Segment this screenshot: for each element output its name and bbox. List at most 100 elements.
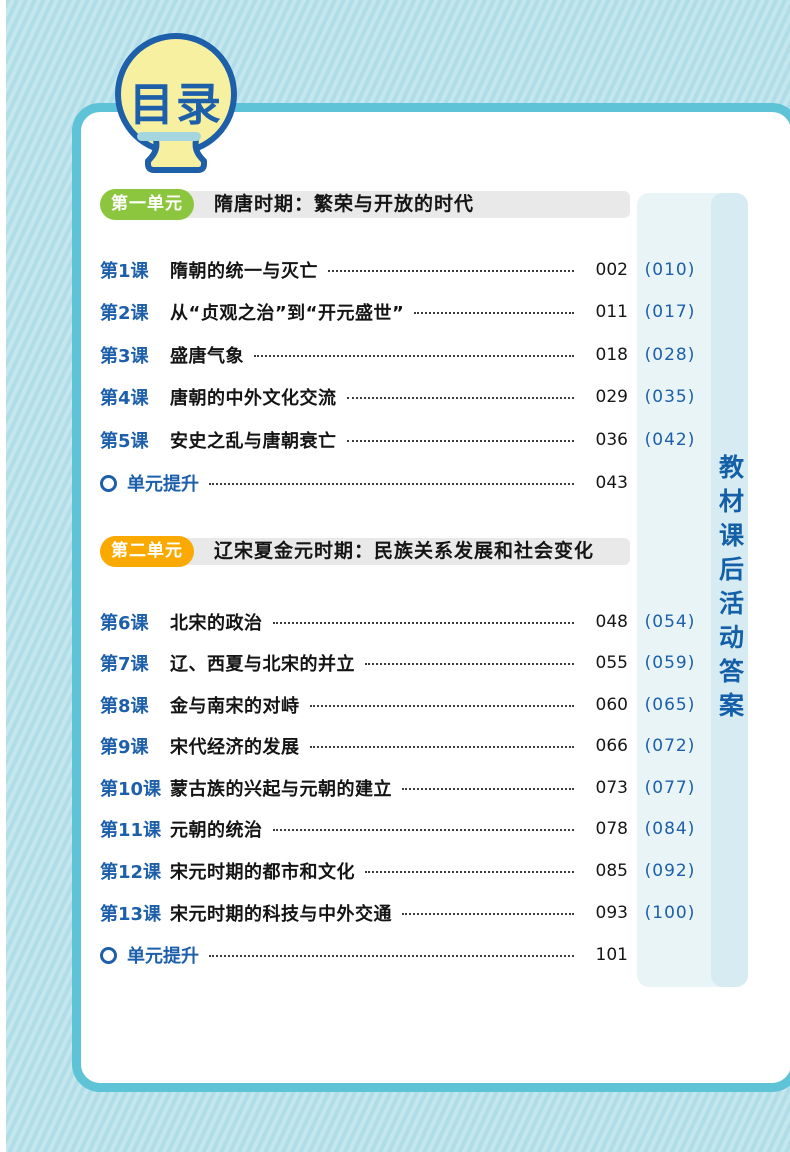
bulb-icon <box>115 33 237 173</box>
lesson-number: 第3课 <box>100 346 149 367</box>
lesson-row: 第6课 北宋的政治 048 (054) <box>100 609 712 635</box>
unit-title: 辽宋夏金元时期：民族关系发展和社会变化 <box>214 540 595 562</box>
answer-page-number: (042) <box>644 430 696 450</box>
answer-page-number: (065) <box>644 695 696 715</box>
vertical-answers-label: 教材课后活动答案 <box>715 454 745 726</box>
page-number: 066 <box>595 736 628 756</box>
page-number: 029 <box>595 387 628 407</box>
page-number: 093 <box>595 903 628 923</box>
lesson-row: 第11课 元朝的统治 078 (084) <box>100 816 712 842</box>
lesson-title: 宋元时期的都市和文化 <box>170 862 355 883</box>
page-title: 目录 <box>128 78 223 131</box>
lesson-row: 第3课 盛唐气象 018 (028) <box>100 342 712 368</box>
page-number: 060 <box>595 695 628 715</box>
answer-page-number: (054) <box>644 612 696 632</box>
ring-bullet-icon <box>100 946 117 964</box>
lesson-row: 第9课 宋代经济的发展 066 (072) <box>100 733 712 759</box>
unit-header: 隋唐时期：繁荣与开放的时代 第一单元 <box>100 189 630 220</box>
answer-page-number: (010) <box>644 260 696 280</box>
lesson-title: 元朝的统治 <box>170 820 263 841</box>
lesson-number: 第7课 <box>100 654 149 675</box>
lesson-title: 北宋的政治 <box>170 613 263 634</box>
lesson-title: 宋元时期的科技与中外交通 <box>170 904 392 925</box>
unit-title-bar: 隋唐时期：繁荣与开放的时代 <box>110 191 630 218</box>
lesson-title: 金与南宋的对峙 <box>170 696 300 717</box>
lesson-number: 第10课 <box>100 779 162 800</box>
unit-badge: 第二单元 <box>100 536 194 567</box>
dot-leader <box>402 913 574 915</box>
lesson-number: 第1课 <box>100 261 149 282</box>
lesson-row: 第5课 安史之乱与唐朝衰亡 036 (042) <box>100 427 712 453</box>
dot-leader <box>209 483 574 485</box>
page-number: 043 <box>595 473 628 493</box>
dot-leader <box>365 871 574 873</box>
lesson-row: 第10课 蒙古族的兴起与元朝的建立 073 (077) <box>100 775 712 801</box>
answers-strip: 教材课后活动答案 <box>637 193 748 987</box>
lesson-row: 第2课 从“贞观之治”到“开元盛世” 011 (017) <box>100 299 712 325</box>
page-number: 048 <box>595 612 628 632</box>
dot-leader <box>346 440 574 442</box>
dot-leader <box>346 397 574 399</box>
answer-page-number: (017) <box>644 302 696 322</box>
lesson-title: 隋朝的统一与灭亡 <box>170 261 318 282</box>
answer-page-number: (100) <box>644 903 696 923</box>
lesson-number: 第9课 <box>100 737 149 758</box>
page-number: 011 <box>595 302 628 322</box>
dot-leader <box>365 663 574 665</box>
lesson-row: 第4课 唐朝的中外文化交流 029 (035) <box>100 384 712 410</box>
lesson-number: 第12课 <box>100 862 162 883</box>
page-number: 085 <box>595 861 628 881</box>
unit-summary-row: 单元提升 043 <box>100 470 712 496</box>
unit-summary-label: 单元提升 <box>127 946 199 967</box>
lesson-row: 第13课 宋元时期的科技与中外交通 093 (100) <box>100 900 712 926</box>
page-number: 036 <box>595 430 628 450</box>
dot-leader <box>254 355 574 357</box>
lesson-title: 辽、西夏与北宋的并立 <box>170 654 355 675</box>
unit-summary-label: 单元提升 <box>127 474 199 495</box>
lesson-number: 第2课 <box>100 303 149 324</box>
dot-leader <box>309 746 574 748</box>
dot-leader <box>414 312 574 314</box>
answer-page-number: (092) <box>644 861 696 881</box>
answers-strip-dark: 教材课后活动答案 <box>711 193 748 987</box>
dot-leader <box>209 955 574 957</box>
unit-header: 辽宋夏金元时期：民族关系发展和社会变化 第二单元 <box>100 536 630 567</box>
unit-badge: 第一单元 <box>100 189 194 220</box>
lesson-row: 第12课 宋元时期的都市和文化 085 (092) <box>100 858 712 884</box>
answer-page-number: (077) <box>644 778 696 798</box>
unit-title-bar: 辽宋夏金元时期：民族关系发展和社会变化 <box>110 538 630 565</box>
ring-bullet-icon <box>100 474 117 492</box>
lesson-number: 第8课 <box>100 696 149 717</box>
dot-leader <box>272 829 574 831</box>
lesson-number: 第11课 <box>100 820 162 841</box>
lesson-title: 安史之乱与唐朝衰亡 <box>170 431 337 452</box>
lesson-row: 第7课 辽、西夏与北宋的并立 055 (059) <box>100 650 712 676</box>
lesson-title: 蒙古族的兴起与元朝的建立 <box>170 779 392 800</box>
answer-page-number: (035) <box>644 387 696 407</box>
page-number: 018 <box>595 345 628 365</box>
lesson-title: 盛唐气象 <box>170 346 244 367</box>
lesson-title: 从“贞观之治”到“开元盛世” <box>170 303 405 324</box>
page-number: 073 <box>595 778 628 798</box>
lesson-number: 第6课 <box>100 613 149 634</box>
page-number: 055 <box>595 653 628 673</box>
lesson-number: 第4课 <box>100 388 149 409</box>
page-number: 078 <box>595 819 628 839</box>
page-number: 101 <box>595 945 628 965</box>
answer-page-number: (059) <box>644 653 696 673</box>
dot-leader <box>272 622 574 624</box>
answer-page-number: (028) <box>644 345 696 365</box>
page-number: 002 <box>595 260 628 280</box>
unit-summary-row: 单元提升 101 <box>100 942 712 968</box>
dot-leader <box>309 705 574 707</box>
lesson-row: 第1课 隋朝的统一与灭亡 002 (010) <box>100 257 712 283</box>
unit-title: 隋唐时期：繁荣与开放的时代 <box>214 193 475 215</box>
toc-logo: 目录 <box>103 30 249 176</box>
answer-page-number: (084) <box>644 819 696 839</box>
lesson-number: 第13课 <box>100 904 162 925</box>
lesson-title: 宋代经济的发展 <box>170 737 300 758</box>
dot-leader <box>402 788 574 790</box>
dot-leader <box>328 270 574 272</box>
lesson-title: 唐朝的中外文化交流 <box>170 388 337 409</box>
lesson-number: 第5课 <box>100 431 149 452</box>
